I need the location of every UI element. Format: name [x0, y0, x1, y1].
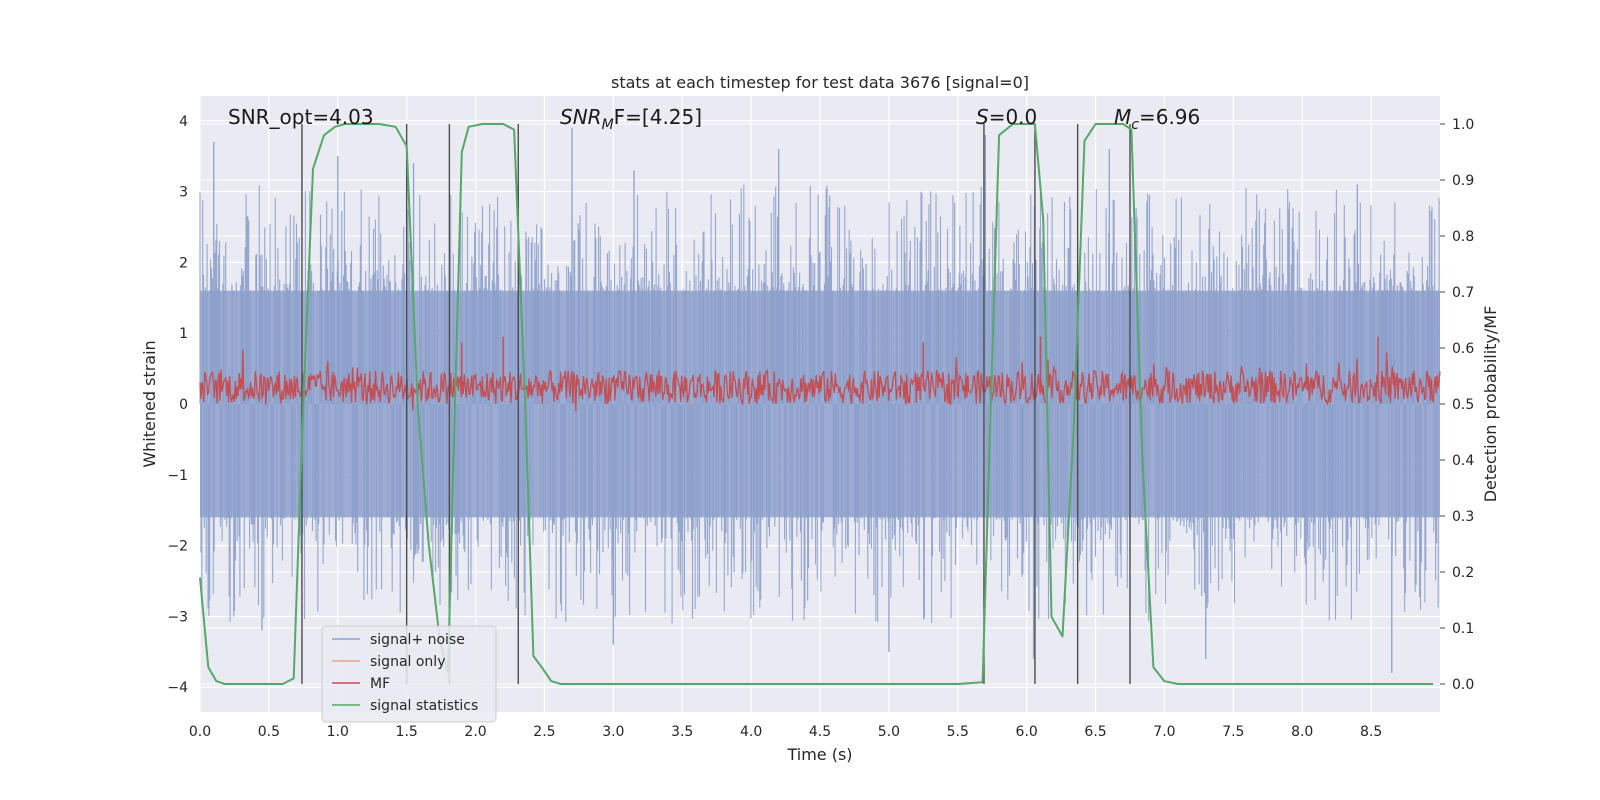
mc-main: M [1114, 105, 1131, 129]
x-tick-label: 2.0 [464, 724, 486, 740]
y-left-tick-label: 3 [179, 185, 188, 201]
mc-sub: c [1131, 117, 1139, 133]
y-axis-right-ticks: 1.0 0.9 0.8 0.7 0.6 0.5 0.4 0.3 0.2 0.1 0.0 [1440, 117, 1474, 693]
x-tick-label: 5.5 [947, 724, 969, 740]
y-right-tick-label: 0.6 [1452, 341, 1474, 357]
y-right-tick-label: 0.0 [1452, 677, 1474, 693]
y-right-tick-label: 0.8 [1452, 229, 1474, 245]
x-tick-label: 0.5 [258, 724, 280, 740]
mc-rest: =6.96 [1139, 105, 1200, 129]
y-left-tick-label: 1 [179, 326, 188, 342]
y-right-tick-label: 0.7 [1452, 285, 1474, 301]
legend-label-signal-statistics: signal statistics [370, 698, 478, 714]
s-rest: =0.0 [989, 105, 1038, 129]
y-right-tick-label: 0.3 [1452, 509, 1474, 525]
y-right-tick-label: 0.1 [1452, 621, 1474, 637]
x-tick-label: 7.5 [1222, 724, 1244, 740]
x-tick-label: 5.0 [878, 724, 900, 740]
legend-label-signal-only: signal only [370, 654, 445, 670]
chart-title: stats at each timestep for test data 367… [611, 73, 1029, 92]
x-tick-label: 1.0 [327, 724, 349, 740]
y-right-tick-label: 1.0 [1452, 117, 1474, 133]
x-tick-label: 3.5 [671, 724, 693, 740]
annotation-mc: Mc=6.96 [1114, 105, 1200, 133]
snr-mf-main: SNR [560, 105, 602, 129]
y-left-tick-label: −3 [167, 609, 188, 625]
x-tick-label: 6.0 [1016, 724, 1038, 740]
x-tick-label: 4.5 [809, 724, 831, 740]
y-right-tick-label: 0.2 [1452, 565, 1474, 581]
x-tick-label: 4.0 [740, 724, 762, 740]
x-tick-label: 7.0 [1153, 724, 1175, 740]
y-left-tick-label: −1 [167, 468, 188, 484]
y-right-tick-label: 0.9 [1452, 173, 1474, 189]
x-tick-label: 1.5 [396, 724, 418, 740]
annotation-s: S=0.0 [976, 105, 1037, 129]
signal-statistics-line [199, 123, 1434, 685]
y-left-tick-label: 4 [179, 114, 188, 130]
x-tick-label: 6.5 [1084, 724, 1106, 740]
legend-box [321, 625, 497, 723]
signal-statistics-series [199, 123, 1434, 685]
y-left-tick-label: 2 [179, 255, 188, 271]
legend: signal+ noise signal only MF signal stat… [321, 625, 497, 723]
x-tick-label: 8.0 [1291, 724, 1313, 740]
x-tick-label: 2.5 [533, 724, 555, 740]
y-axis-right-label: Detection probability/MF [1481, 306, 1500, 503]
x-axis-ticks: 0.0 0.5 1.0 1.5 2.0 2.5 3.0 3.5 4.0 4.5 5.0 5.5 6.0 6… [189, 724, 1382, 740]
y-left-tick-label: −2 [167, 539, 188, 555]
x-tick-label: 0.0 [189, 724, 211, 740]
x-tick-label: 8.5 [1360, 724, 1382, 740]
s-main: S [976, 105, 989, 129]
snr-mf-sub: M [602, 117, 614, 133]
annotation-snr-opt: SNR_opt=4.03 [228, 105, 374, 129]
legend-label-mf: MF [370, 676, 390, 692]
y-left-tick-label: −4 [167, 680, 188, 696]
snr-mf-rest: F=[4.25] [614, 105, 702, 129]
x-axis-label: Time (s) [786, 745, 852, 764]
y-left-tick-label: 0 [179, 397, 188, 413]
y-axis-left-ticks: 4 3 2 1 0 −1 −2 −3 −4 [167, 114, 188, 696]
y-right-tick-label: 0.4 [1452, 453, 1474, 469]
vertical-markers [301, 124, 1131, 684]
y-right-tick-label: 0.5 [1452, 397, 1474, 413]
legend-label-signal-noise: signal+ noise [370, 632, 465, 648]
y-axis-left-label: Whitened strain [140, 340, 159, 467]
annotation-snr-mf: SNRMF=[4.25] [560, 105, 702, 133]
x-tick-label: 3.0 [602, 724, 624, 740]
